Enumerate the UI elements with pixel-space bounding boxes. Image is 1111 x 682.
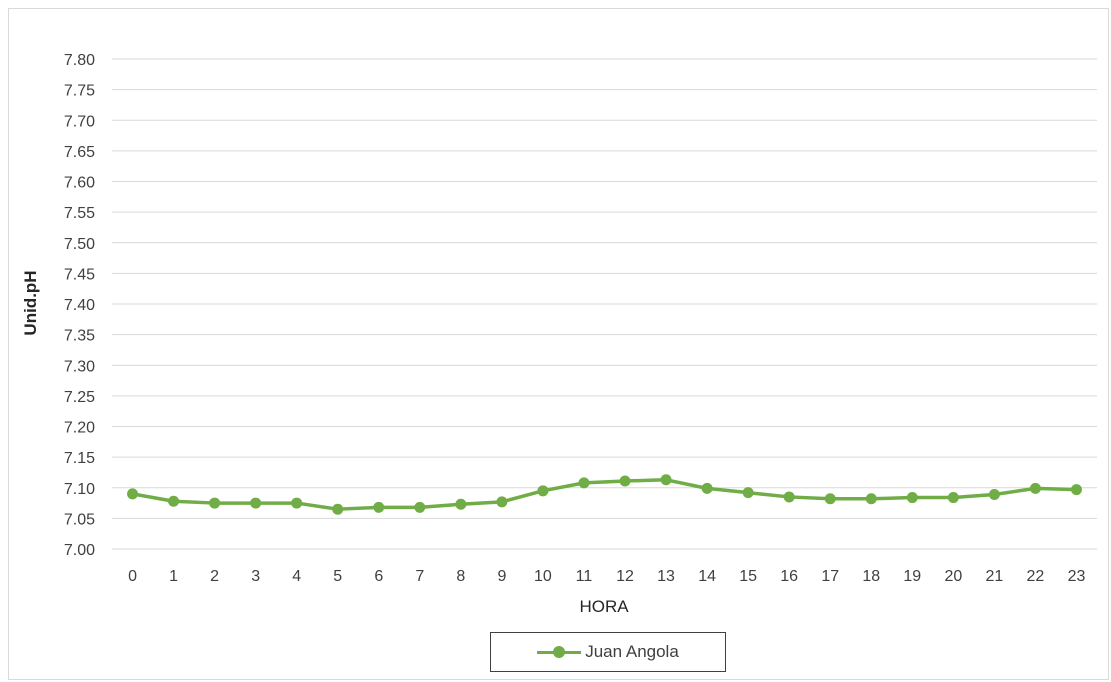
x-tick-label: 9 bbox=[497, 568, 506, 585]
legend-swatch bbox=[537, 645, 582, 659]
x-tick-label: 0 bbox=[128, 568, 137, 585]
x-tick-label: 14 bbox=[698, 568, 716, 585]
gridlines bbox=[112, 58, 1097, 550]
data-point bbox=[783, 491, 795, 503]
data-point bbox=[496, 496, 508, 508]
data-point bbox=[373, 501, 385, 513]
y-tick-label: 7.50 bbox=[64, 236, 95, 253]
data-point bbox=[455, 498, 467, 510]
x-axis-title: HORA bbox=[579, 597, 629, 616]
y-tick-label: 7.45 bbox=[64, 266, 95, 283]
x-tick-label: 18 bbox=[862, 568, 880, 585]
x-tick-label: 4 bbox=[292, 568, 301, 585]
x-tick-label: 21 bbox=[985, 568, 1003, 585]
data-point bbox=[250, 497, 262, 509]
y-tick-label: 7.70 bbox=[64, 113, 95, 130]
x-tick-label: 16 bbox=[780, 568, 798, 585]
x-tick-label: 7 bbox=[415, 568, 424, 585]
y-tick-label: 7.75 bbox=[64, 83, 95, 100]
data-point bbox=[127, 488, 139, 500]
data-point bbox=[906, 492, 918, 504]
x-tick-label: 8 bbox=[456, 568, 465, 585]
data-point bbox=[1029, 482, 1041, 494]
x-tick-label: 15 bbox=[739, 568, 757, 585]
legend-label: Juan Angola bbox=[585, 642, 679, 661]
data-point bbox=[209, 497, 221, 509]
x-tick-label: 1 bbox=[169, 568, 178, 585]
y-tick-label: 7.05 bbox=[64, 511, 95, 528]
y-tick-label: 7.60 bbox=[64, 175, 95, 192]
x-tick-label: 5 bbox=[333, 568, 342, 585]
data-point bbox=[660, 474, 672, 486]
data-point bbox=[414, 501, 426, 513]
data-point bbox=[1070, 484, 1082, 496]
x-tick-label: 20 bbox=[944, 568, 962, 585]
y-tick-label: 7.25 bbox=[64, 389, 95, 406]
x-tick-label: 23 bbox=[1068, 568, 1086, 585]
y-tick-labels: 7.00 7.05 7.10 7.15 7.20 7.25 7.30 7.35 7.40 7.45… bbox=[64, 52, 95, 559]
x-tick-label: 19 bbox=[903, 568, 921, 585]
data-point bbox=[332, 503, 344, 515]
x-tick-label: 6 bbox=[374, 568, 383, 585]
y-tick-label: 7.30 bbox=[64, 358, 95, 375]
y-tick-label: 7.20 bbox=[64, 420, 95, 437]
x-tick-label: 11 bbox=[576, 568, 593, 585]
y-tick-label: 7.80 bbox=[64, 52, 95, 69]
data-point bbox=[701, 482, 713, 494]
y-tick-label: 7.65 bbox=[64, 144, 95, 161]
y-axis-title: Unid.pH bbox=[21, 270, 40, 335]
data-point bbox=[619, 475, 631, 487]
data-point bbox=[947, 492, 959, 504]
data-point bbox=[865, 493, 877, 505]
x-tick-label: 3 bbox=[251, 568, 260, 585]
data-point bbox=[988, 488, 1000, 500]
x-tick-label: 22 bbox=[1027, 568, 1045, 585]
x-tick-label: 10 bbox=[534, 568, 552, 585]
y-tick-label: 7.35 bbox=[64, 328, 95, 345]
y-tick-label: 7.40 bbox=[64, 297, 95, 314]
x-tick-label: 13 bbox=[657, 568, 675, 585]
x-tick-label: 2 bbox=[210, 568, 219, 585]
data-point bbox=[824, 493, 836, 505]
data-point bbox=[742, 487, 754, 499]
y-tick-label: 7.10 bbox=[64, 481, 95, 498]
x-tick-label: 12 bbox=[616, 568, 634, 585]
series-line bbox=[132, 478, 1077, 511]
y-tick-label: 7.55 bbox=[64, 205, 95, 222]
data-point bbox=[168, 495, 180, 507]
data-point bbox=[578, 477, 590, 489]
x-tick-labels: 0 1 2 3 4 5 6 7 8 9 10 11 12 13 14 15 16 17 18 19 20 21 22 23 bbox=[128, 568, 1085, 585]
data-point bbox=[537, 485, 549, 497]
series-juan-angola bbox=[127, 474, 1082, 515]
y-tick-label: 7.15 bbox=[64, 450, 95, 467]
y-tick-label: 7.00 bbox=[64, 542, 95, 559]
legend: Juan Angola bbox=[490, 632, 726, 672]
x-tick-label: 17 bbox=[821, 568, 839, 585]
data-point bbox=[291, 497, 303, 509]
